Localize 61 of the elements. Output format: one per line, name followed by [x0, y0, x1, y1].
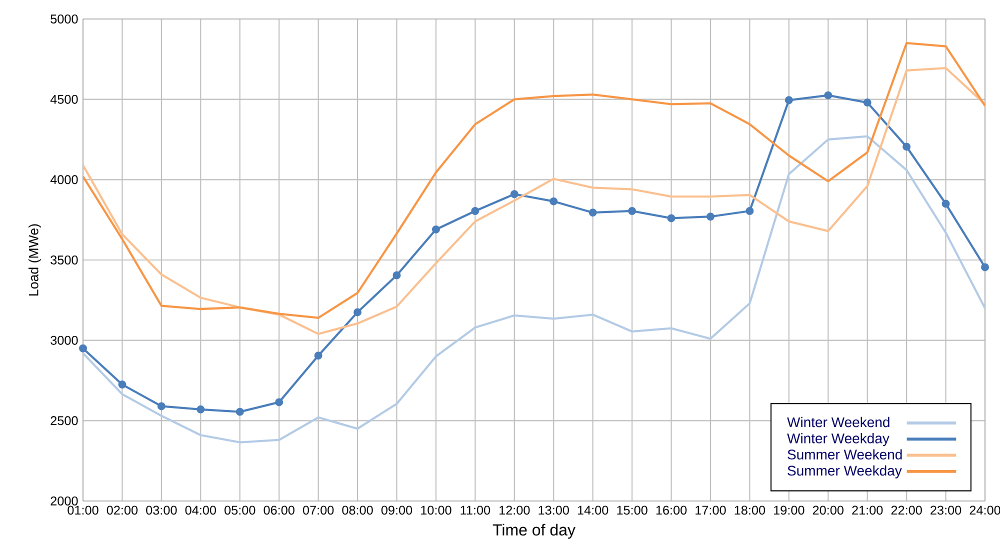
- legend-label: Summer Weekend: [788, 449, 902, 460]
- x-tick-label: 09:00: [381, 506, 412, 515]
- x-tick-label: 20:00: [812, 506, 844, 515]
- x-tick-label: 03:00: [146, 506, 177, 515]
- point: [824, 91, 832, 100]
- point: [628, 206, 636, 215]
- point: [432, 225, 440, 234]
- legend-label: Summer Weekday: [788, 465, 902, 478]
- point: [236, 408, 244, 416]
- point: [392, 271, 401, 280]
- point: [275, 398, 284, 406]
- x-tick-label: 01:00: [68, 506, 98, 515]
- point: [706, 212, 714, 221]
- y-tick-label: 2500: [50, 416, 78, 426]
- y-tick-label: 5000: [50, 14, 78, 24]
- point: [784, 96, 793, 104]
- x-tick-label: 13:00: [538, 506, 569, 515]
- point: [981, 263, 990, 272]
- x-tick-label: 10:00: [421, 506, 452, 515]
- legend-label: Winter Weekday: [787, 433, 890, 446]
- x-tick-label: 19:00: [774, 506, 804, 515]
- point: [588, 208, 597, 217]
- y-tick-label: 2000: [50, 496, 78, 506]
- point: [354, 308, 362, 316]
- point: [471, 206, 480, 215]
- y-tick-label: 4500: [50, 94, 78, 104]
- x-tick-label: 14:00: [578, 506, 608, 515]
- x-tick-label: 05:00: [224, 506, 256, 515]
- x-tick-label: 18:00: [734, 506, 766, 515]
- x-axis-title: Time of day: [492, 524, 576, 539]
- y-axis-title: Load (MWe): [28, 224, 41, 296]
- x-tick-label: 12:00: [500, 506, 530, 515]
- point: [942, 200, 950, 208]
- point: [79, 344, 88, 352]
- point: [118, 380, 126, 389]
- x-tick-label: 08:00: [342, 506, 373, 515]
- x-tick-label: 15:00: [617, 506, 648, 515]
- x-tick-label: 23:00: [930, 506, 962, 515]
- point: [550, 197, 558, 206]
- y-tick-label: 3500: [50, 256, 78, 264]
- x-tick-label: 06:00: [264, 506, 294, 515]
- legend-label: Winter Weekend: [787, 416, 890, 428]
- x-tick-label: 24:00: [970, 506, 1000, 515]
- point: [863, 98, 872, 107]
- x-tick-label: 17:00: [696, 506, 726, 515]
- point: [667, 214, 676, 222]
- point: [510, 190, 518, 198]
- point: [196, 405, 205, 414]
- point: [314, 352, 322, 360]
- y-tick-label: 3000: [50, 336, 78, 345]
- point: [157, 402, 166, 410]
- x-tick-label: 04:00: [185, 506, 216, 515]
- point: [746, 206, 754, 215]
- x-tick-label: 22:00: [891, 506, 922, 515]
- x-tick-label: 11:00: [460, 506, 490, 515]
- x-tick-label: 07:00: [302, 506, 334, 515]
- y-tick-label: 4000: [50, 175, 78, 184]
- x-tick-label: 16:00: [656, 506, 687, 515]
- point: [902, 142, 911, 151]
- x-tick-label: 02:00: [106, 506, 138, 515]
- x-tick-label: 21:00: [852, 506, 883, 515]
